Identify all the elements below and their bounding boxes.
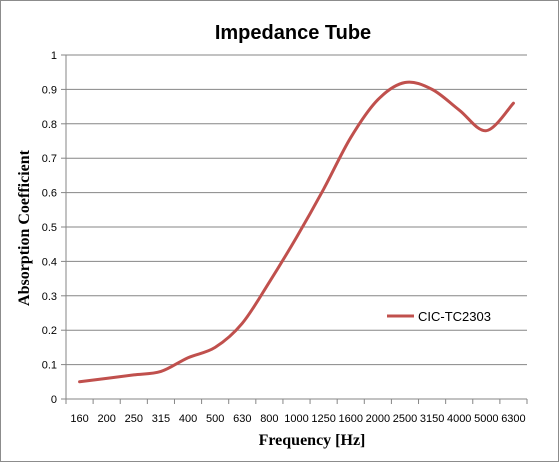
y-tick-label: 0.5 — [42, 222, 57, 234]
y-tick-label: 0.6 — [42, 188, 57, 200]
x-tick-label: 1250 — [311, 413, 335, 425]
x-tick-label: 400 — [179, 413, 197, 425]
gridlines — [66, 54, 527, 366]
y-tick-label: 0.8 — [42, 119, 57, 131]
x-tick-label: 800 — [260, 413, 278, 425]
legend-label: CIC-TC2303 — [418, 309, 491, 324]
x-tick-label: 4000 — [447, 413, 471, 425]
x-tick-label: 3150 — [420, 413, 444, 425]
x-tick-label: 5000 — [474, 413, 498, 425]
legend: CIC-TC2303 — [387, 309, 491, 324]
x-tick-label: 1000 — [284, 413, 308, 425]
x-tick-label: 6300 — [501, 413, 525, 425]
y-axis-ticks: 0 0.1 0.2 0.3 0.4 0.5 0.6 0.7 0.8 0.9 1 — [42, 50, 66, 406]
y-tick-label: 0.7 — [42, 153, 57, 165]
series-layer — [78, 80, 515, 384]
x-tick-label: 1600 — [338, 413, 362, 425]
x-tick-label: 250 — [125, 413, 143, 425]
y-tick-label: 0.9 — [42, 84, 57, 96]
x-axis-ticks: 160 200 250 315 400 500 630 800 1000 1250 1600 2000… — [65, 399, 528, 425]
y-tick-label: 1 — [51, 50, 57, 62]
x-tick-label: 500 — [206, 413, 224, 425]
y-tick-label: 0.3 — [42, 291, 57, 303]
y-axis-title: Absorption Coefficient — [16, 149, 33, 306]
x-tick-label: 2000 — [366, 413, 390, 425]
x-tick-label: 200 — [97, 413, 115, 425]
y-tick-label: 0.1 — [42, 360, 57, 372]
chart-title: Impedance Tube — [215, 22, 371, 44]
series-line — [78, 80, 515, 384]
x-tick-label: 2500 — [393, 413, 417, 425]
y-tick-label: 0.4 — [42, 256, 57, 268]
y-tick-label: 0.2 — [42, 325, 57, 337]
y-tick-label: 0 — [51, 394, 57, 406]
x-axis-title: Frequency [Hz] — [259, 432, 366, 449]
x-tick-label: 630 — [233, 413, 251, 425]
x-tick-label: 160 — [70, 413, 88, 425]
x-tick-label: 315 — [152, 413, 170, 425]
